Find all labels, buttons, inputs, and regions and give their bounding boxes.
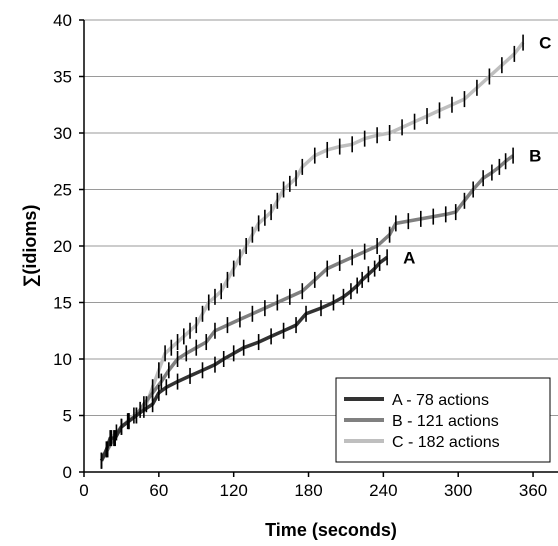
series-end-label: B <box>529 147 541 166</box>
x-tick-label: 180 <box>294 481 322 500</box>
x-tick-label: 60 <box>149 481 168 500</box>
x-tick-label: 120 <box>219 481 247 500</box>
series-end-label: A <box>403 248 415 267</box>
y-tick-label: 25 <box>53 181 72 200</box>
y-tick-label: 0 <box>63 463 72 482</box>
y-axis-title: ∑(idioms) <box>20 205 40 288</box>
series-B <box>99 154 515 462</box>
x-axis-title: Time (seconds) <box>265 520 397 540</box>
series-end-label: C <box>539 34 551 53</box>
x-tick-label: 0 <box>79 481 88 500</box>
y-tick-label: 20 <box>53 237 72 256</box>
x-tick-label: 240 <box>369 481 397 500</box>
series-line <box>99 154 515 462</box>
tick-labels: 0 5 10 15 20 25 30 35 40 0 60 120 180 240 300 360 <box>53 11 547 500</box>
x-tick-label: 360 <box>519 481 547 500</box>
legend-entry: B - 121 actions <box>392 413 499 430</box>
series-end-labels: A B C <box>403 34 551 268</box>
legend-entry: C - 182 actions <box>392 434 500 451</box>
y-tick-label: 5 <box>63 407 72 426</box>
y-tick-label: 15 <box>53 294 72 313</box>
legend-entry: A - 78 actions <box>392 392 489 409</box>
series-A-markers <box>100 249 388 469</box>
legend: A - 78 actions B - 121 actions C - 182 act… <box>335 377 551 463</box>
y-tick-label: 40 <box>53 11 72 30</box>
series-layer <box>99 34 525 469</box>
x-tick-label: 300 <box>444 481 472 500</box>
y-tick-label: 35 <box>53 68 72 87</box>
y-tick-label: 30 <box>53 124 72 143</box>
y-tick-label: 10 <box>53 350 72 369</box>
